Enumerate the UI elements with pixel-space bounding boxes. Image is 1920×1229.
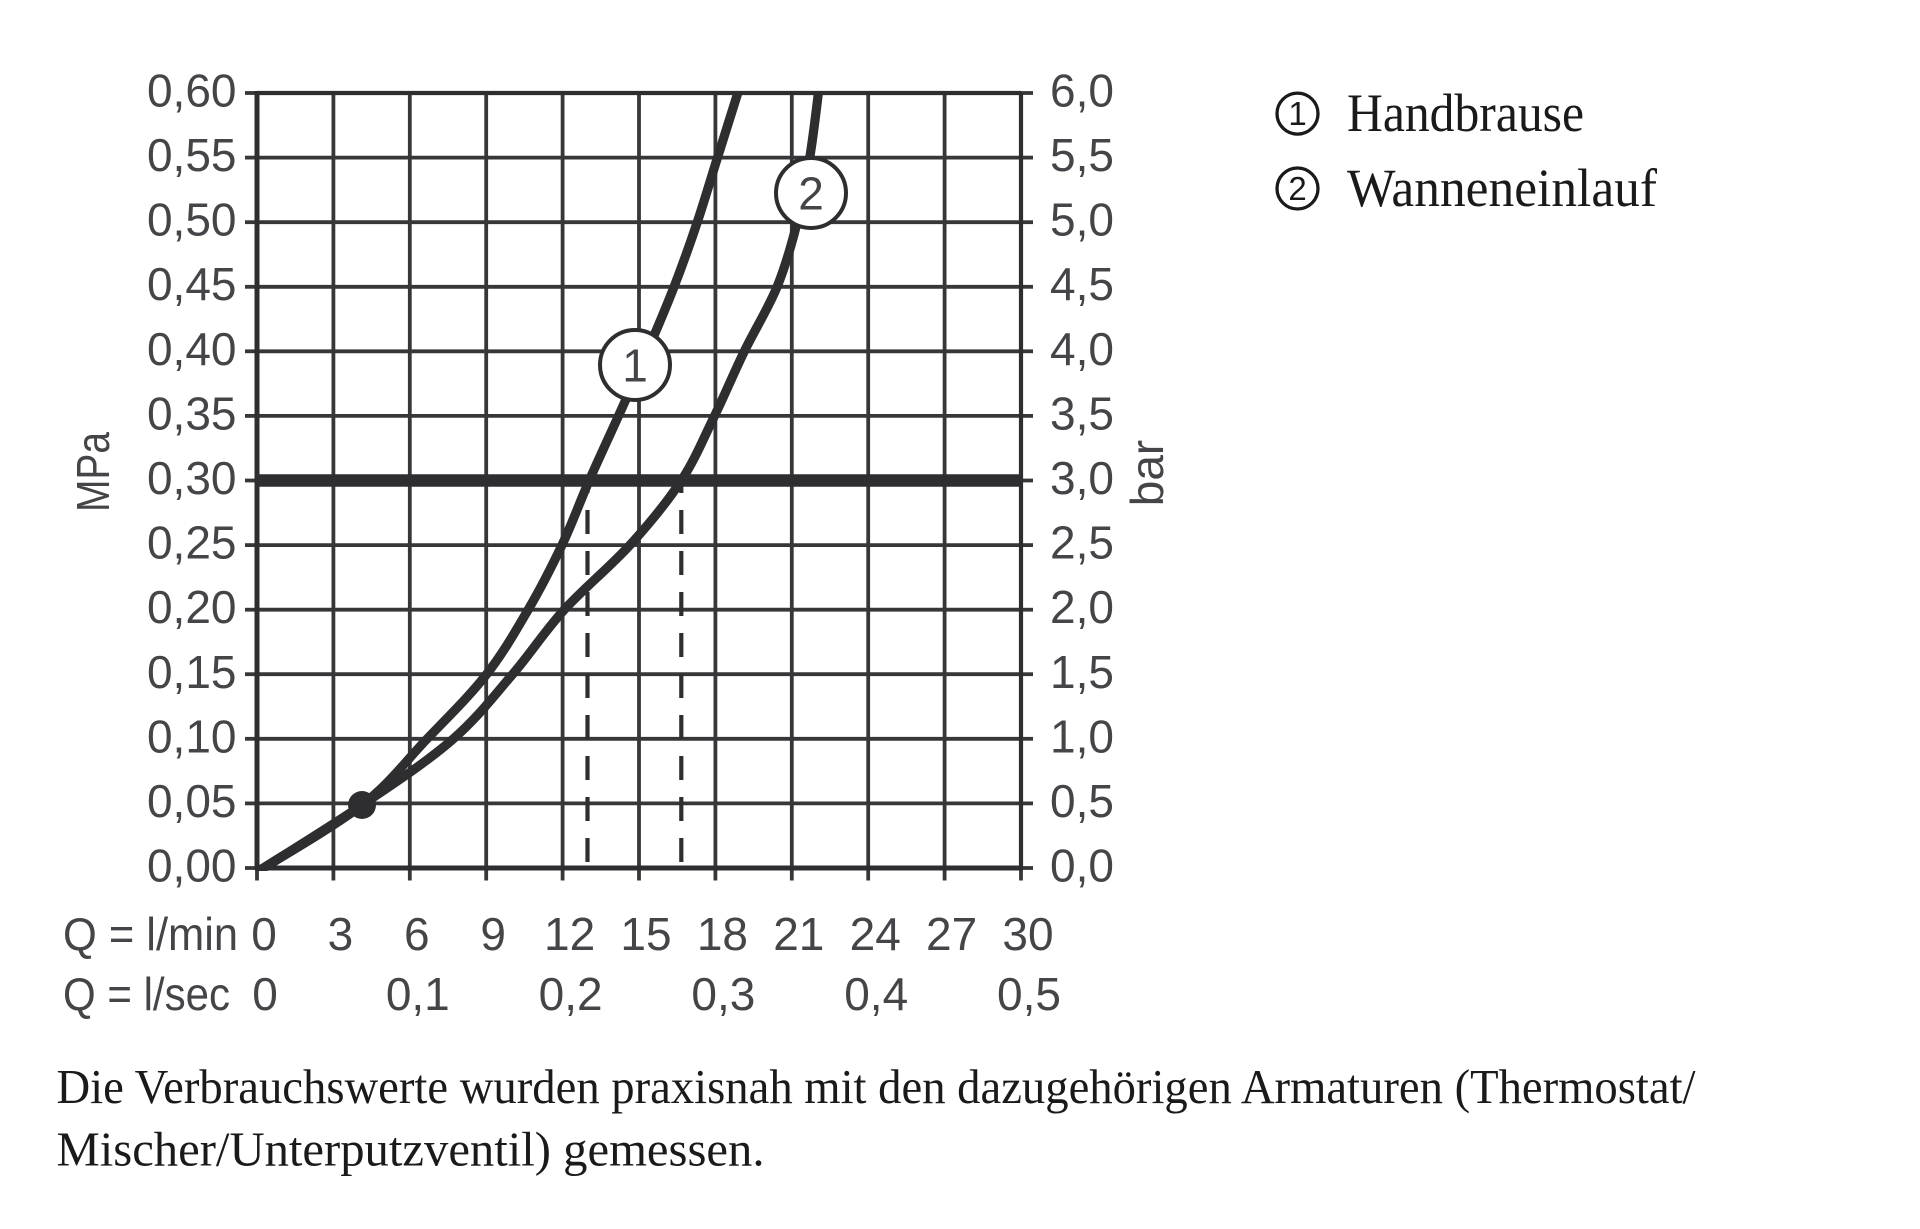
svg-text:0,25: 0,25 (147, 517, 237, 569)
svg-text:2,5: 2,5 (1050, 517, 1114, 569)
svg-text:21: 21 (773, 908, 824, 960)
svg-text:0,40: 0,40 (147, 323, 237, 375)
svg-text:0,30: 0,30 (147, 452, 237, 504)
svg-text:27: 27 (926, 908, 977, 960)
svg-text:18: 18 (697, 908, 748, 960)
svg-text:0: 0 (252, 968, 278, 1020)
svg-text:4,5: 4,5 (1050, 258, 1114, 310)
svg-text:bar: bar (1121, 440, 1173, 506)
svg-text:6,0: 6,0 (1050, 65, 1114, 117)
svg-text:24: 24 (850, 908, 901, 960)
svg-text:1,5: 1,5 (1050, 646, 1114, 698)
svg-text:2: 2 (1288, 170, 1306, 207)
svg-text:Wanneneinlauf: Wanneneinlauf (1347, 158, 1657, 218)
svg-text:0,50: 0,50 (147, 194, 237, 246)
svg-text:0,2: 0,2 (539, 968, 603, 1020)
svg-text:Mischer/Unterputzventil) gemes: Mischer/Unterputzventil) gemessen. (57, 1124, 765, 1177)
svg-text:0,60: 0,60 (147, 65, 237, 117)
svg-text:2: 2 (798, 168, 824, 220)
svg-text:3,5: 3,5 (1050, 387, 1114, 439)
svg-text:6: 6 (404, 908, 430, 960)
svg-text:9: 9 (480, 908, 506, 960)
svg-text:0,35: 0,35 (147, 387, 237, 439)
svg-text:0,5: 0,5 (997, 968, 1061, 1020)
svg-text:5,0: 5,0 (1050, 194, 1114, 246)
svg-text:4,0: 4,0 (1050, 323, 1114, 375)
svg-text:0,05: 0,05 (147, 775, 237, 827)
svg-text:0: 0 (251, 908, 277, 960)
svg-text:0,00: 0,00 (147, 840, 237, 892)
svg-text:1: 1 (1288, 95, 1306, 132)
svg-text:15: 15 (620, 908, 671, 960)
svg-text:0,15: 0,15 (147, 646, 237, 698)
svg-text:3,0: 3,0 (1050, 452, 1114, 504)
svg-text:5,5: 5,5 (1050, 129, 1114, 181)
svg-text:1,0: 1,0 (1050, 710, 1114, 762)
svg-text:Q = l/sec: Q = l/sec (63, 968, 230, 1020)
svg-text:Q = l/min: Q = l/min (63, 908, 238, 960)
svg-text:0,1: 0,1 (386, 968, 450, 1020)
svg-text:30: 30 (1002, 908, 1053, 960)
svg-text:0,10: 0,10 (147, 710, 237, 762)
svg-text:1: 1 (622, 340, 648, 392)
svg-text:0,5: 0,5 (1050, 775, 1114, 827)
svg-text:0,55: 0,55 (147, 129, 237, 181)
svg-text:12: 12 (544, 908, 595, 960)
svg-text:Handbrause: Handbrause (1347, 83, 1584, 143)
svg-text:0,4: 0,4 (844, 968, 908, 1020)
svg-text:2,0: 2,0 (1050, 581, 1114, 633)
svg-text:0,20: 0,20 (147, 581, 237, 633)
svg-text:0,45: 0,45 (147, 258, 237, 310)
svg-text:3: 3 (328, 908, 354, 960)
svg-text:Die Verbrauchswerte wurden pra: Die Verbrauchswerte wurden praxisnah mit… (57, 1061, 1697, 1114)
svg-text:0,3: 0,3 (691, 968, 755, 1020)
svg-text:MPa: MPa (67, 432, 119, 512)
svg-text:0,0: 0,0 (1050, 840, 1114, 892)
